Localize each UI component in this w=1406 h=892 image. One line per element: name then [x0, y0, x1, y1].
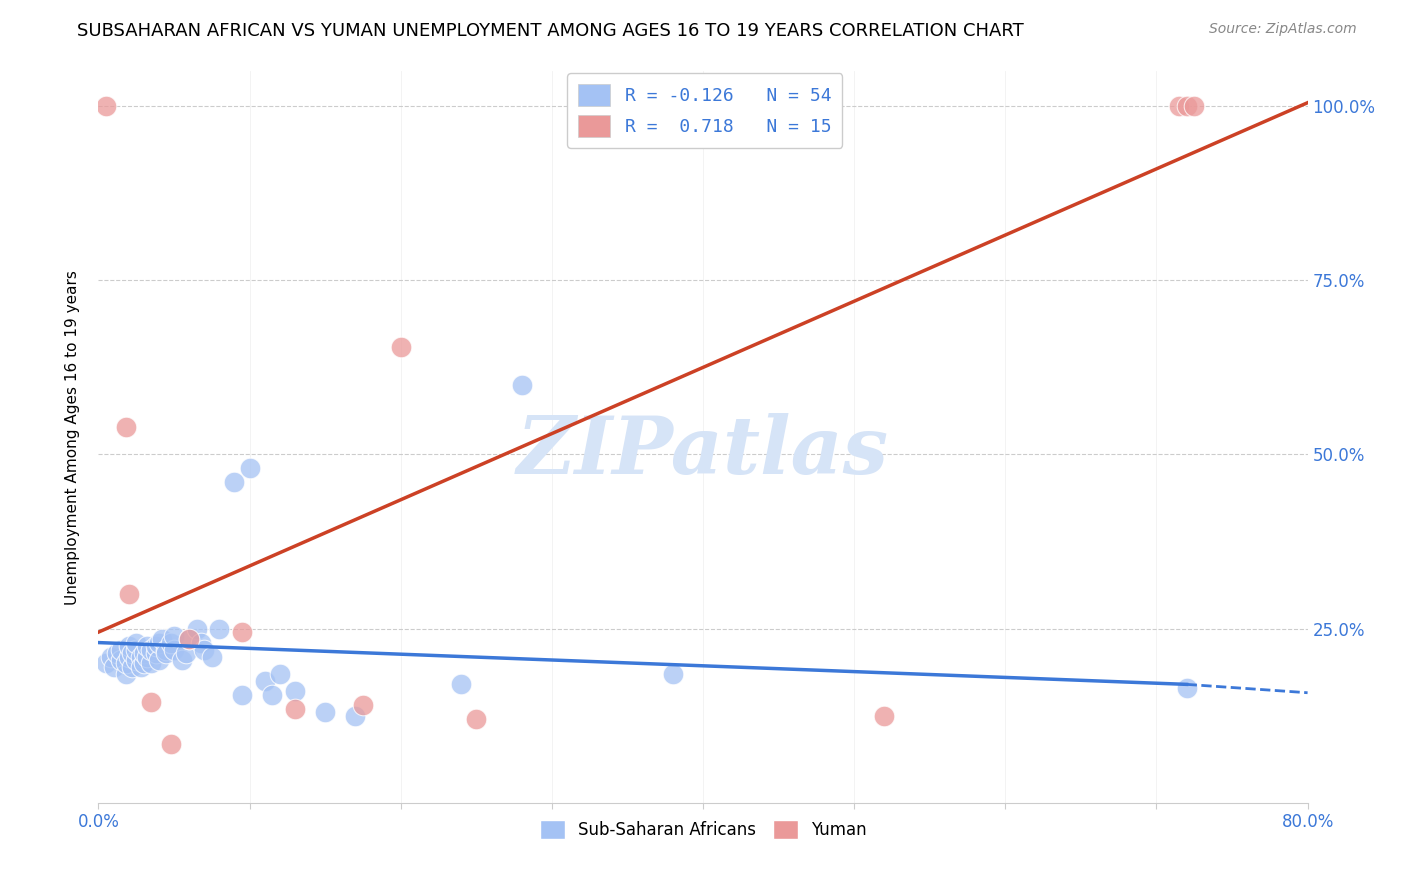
- Point: [344, 708, 367, 723]
- Point: [94, 657, 117, 671]
- Point: [100, 649, 122, 664]
- Point: [141, 642, 163, 657]
- Point: [253, 673, 276, 688]
- Point: [269, 667, 291, 681]
- Text: ZIPatlas: ZIPatlas: [517, 413, 889, 491]
- Point: [163, 629, 186, 643]
- Point: [193, 642, 215, 657]
- Point: [186, 622, 208, 636]
- Point: [284, 702, 307, 716]
- Point: [125, 642, 148, 657]
- Legend: Sub-Saharan Africans, Yuman: Sub-Saharan Africans, Yuman: [533, 814, 873, 846]
- Point: [284, 684, 307, 698]
- Point: [118, 649, 141, 664]
- Point: [125, 635, 148, 649]
- Point: [135, 649, 157, 664]
- Point: [125, 653, 148, 667]
- Point: [103, 660, 125, 674]
- Point: [1175, 99, 1198, 113]
- Text: SUBSAHARAN AFRICAN VS YUMAN UNEMPLOYMENT AMONG AGES 16 TO 19 YEARS CORRELATION C: SUBSAHARAN AFRICAN VS YUMAN UNEMPLOYMENT…: [77, 22, 1024, 40]
- Point: [163, 642, 186, 657]
- Point: [110, 642, 132, 657]
- Point: [118, 639, 141, 653]
- Point: [352, 698, 374, 713]
- Point: [141, 657, 163, 671]
- Point: [314, 705, 336, 719]
- Y-axis label: Unemployment Among Ages 16 to 19 years: Unemployment Among Ages 16 to 19 years: [65, 269, 80, 605]
- Point: [155, 646, 177, 660]
- Point: [208, 622, 231, 636]
- Point: [132, 646, 155, 660]
- Point: [179, 632, 201, 646]
- Point: [262, 688, 284, 702]
- Point: [170, 653, 193, 667]
- Point: [114, 419, 136, 434]
- Point: [114, 667, 136, 681]
- Point: [94, 99, 117, 113]
- Point: [110, 653, 132, 667]
- Point: [129, 660, 152, 674]
- Point: [155, 642, 177, 657]
- Point: [132, 657, 155, 671]
- Point: [118, 587, 141, 601]
- Point: [121, 660, 143, 674]
- Point: [160, 737, 183, 751]
- Point: [231, 625, 253, 640]
- Point: [873, 708, 896, 723]
- Point: [174, 646, 197, 660]
- Point: [465, 712, 488, 726]
- Point: [661, 667, 683, 681]
- Point: [389, 339, 412, 353]
- Point: [148, 653, 170, 667]
- Text: Source: ZipAtlas.com: Source: ZipAtlas.com: [1209, 22, 1357, 37]
- Point: [1168, 99, 1191, 113]
- Point: [141, 695, 163, 709]
- Point: [510, 377, 533, 392]
- Point: [1175, 681, 1198, 695]
- Point: [145, 639, 167, 653]
- Point: [231, 688, 253, 702]
- Point: [239, 461, 262, 475]
- Point: [150, 632, 173, 646]
- Point: [114, 657, 136, 671]
- Point: [145, 646, 167, 660]
- Point: [224, 475, 246, 490]
- Point: [148, 635, 170, 649]
- Point: [190, 635, 212, 649]
- Point: [179, 632, 201, 646]
- Point: [129, 649, 152, 664]
- Point: [105, 646, 128, 660]
- Point: [201, 649, 224, 664]
- Point: [450, 677, 472, 691]
- Point: [1182, 99, 1205, 113]
- Point: [121, 646, 143, 660]
- Point: [135, 639, 157, 653]
- Point: [160, 635, 183, 649]
